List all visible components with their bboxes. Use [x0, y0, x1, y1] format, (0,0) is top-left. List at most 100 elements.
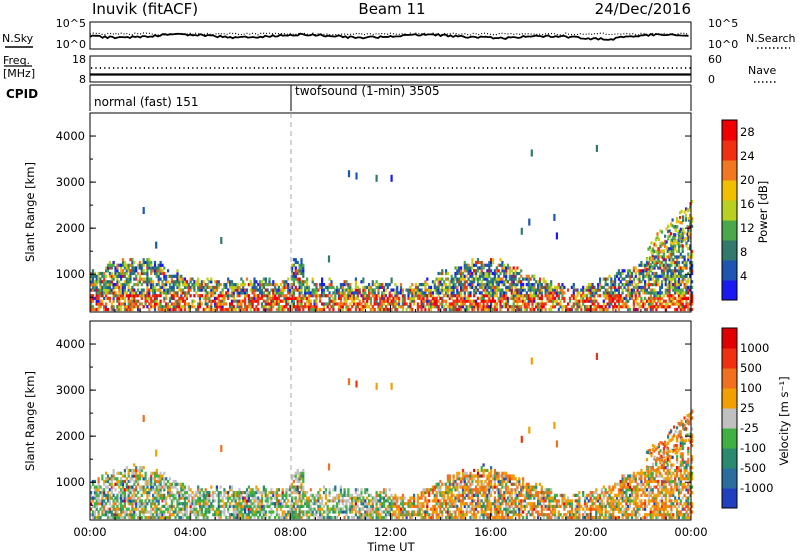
data-cell [163, 510, 166, 514]
data-cell [281, 493, 284, 497]
data-cell [112, 277, 115, 281]
data-cell [321, 277, 324, 281]
data-cell [396, 285, 399, 289]
data-cell [95, 499, 98, 503]
data-cell [298, 477, 301, 481]
data-cell [146, 493, 149, 497]
data-cell [386, 296, 389, 300]
data-cell [638, 274, 641, 278]
data-cell [676, 280, 679, 284]
data-cell [499, 302, 502, 306]
data-cell [383, 504, 386, 508]
data-cell [274, 288, 277, 292]
data-cell [223, 302, 226, 306]
data-cell [90, 491, 93, 495]
data-cell [604, 307, 607, 312]
data-cell [336, 496, 339, 500]
data-cell [568, 299, 572, 303]
data-cell [321, 291, 324, 295]
data-cell [476, 283, 480, 287]
data-cell [260, 296, 264, 300]
data-cell [191, 502, 194, 506]
data-cell [364, 305, 367, 309]
data-cell [627, 294, 630, 298]
data-cell [488, 305, 491, 309]
data-cell [625, 294, 628, 298]
data-cell [121, 302, 125, 306]
data-cell [540, 283, 543, 287]
data-cell [105, 496, 108, 500]
data-cell [255, 280, 258, 284]
data-cell [137, 283, 140, 287]
data-cell [420, 515, 423, 520]
data-cell [595, 307, 598, 312]
data-cell [121, 296, 125, 300]
data-cell [424, 291, 427, 295]
data-cell [167, 507, 170, 511]
data-cell [223, 491, 226, 495]
data-cell [212, 285, 215, 289]
data-cell [283, 510, 286, 514]
data-cell [262, 277, 265, 281]
data-cell [283, 280, 286, 284]
data-cell [493, 271, 496, 276]
data-cell [354, 305, 357, 309]
data-cell [491, 260, 495, 265]
data-cell [137, 263, 140, 267]
data-cell [230, 499, 234, 503]
data-cell [476, 277, 480, 281]
data-cell [140, 510, 143, 514]
data-cell [262, 283, 265, 287]
data-cell [247, 283, 250, 287]
data-cell [302, 474, 305, 478]
data-cell [668, 285, 671, 289]
data-cell [537, 283, 540, 287]
data-cell [647, 270, 650, 274]
data-cell [121, 479, 125, 484]
data-cell [283, 515, 286, 520]
data-cell [307, 296, 311, 300]
data-cell [629, 277, 632, 281]
data-cell [135, 502, 138, 506]
data-cell [666, 269, 669, 273]
data-cell [197, 294, 200, 298]
data-cell [486, 305, 489, 309]
data-cell [672, 269, 675, 273]
data-cell [662, 255, 665, 259]
data-cell [689, 238, 692, 242]
data-cell [373, 283, 376, 287]
data-cell [238, 515, 241, 520]
data-cell [116, 477, 119, 481]
data-cell [384, 491, 388, 495]
data-cell [638, 277, 641, 281]
data-cell [234, 299, 237, 303]
data-cell [343, 491, 346, 495]
data-cell [112, 283, 115, 287]
data-cell [689, 296, 692, 300]
data-cell [144, 488, 147, 492]
data-cell [240, 302, 243, 306]
data-cell [298, 479, 301, 484]
data-cell [131, 504, 134, 508]
data-cell [183, 502, 187, 506]
data-cell [108, 263, 111, 267]
data-cell [180, 299, 183, 303]
data-cell [561, 307, 564, 312]
data-cell [234, 507, 237, 511]
data-cell [232, 291, 235, 295]
data-cell [437, 504, 440, 508]
data-cell [392, 504, 395, 508]
data-cell [491, 285, 495, 289]
data-cell [614, 294, 617, 298]
data-cell [439, 302, 442, 306]
data-cell [602, 291, 605, 295]
data-cell [251, 285, 254, 289]
data-cell [506, 302, 510, 306]
data-cell [673, 236, 676, 240]
data-cell [662, 271, 665, 276]
data-cell [197, 283, 200, 287]
data-cell [514, 274, 517, 278]
data-cell [277, 296, 280, 300]
data-cell [369, 299, 372, 303]
data-cell [108, 496, 111, 500]
